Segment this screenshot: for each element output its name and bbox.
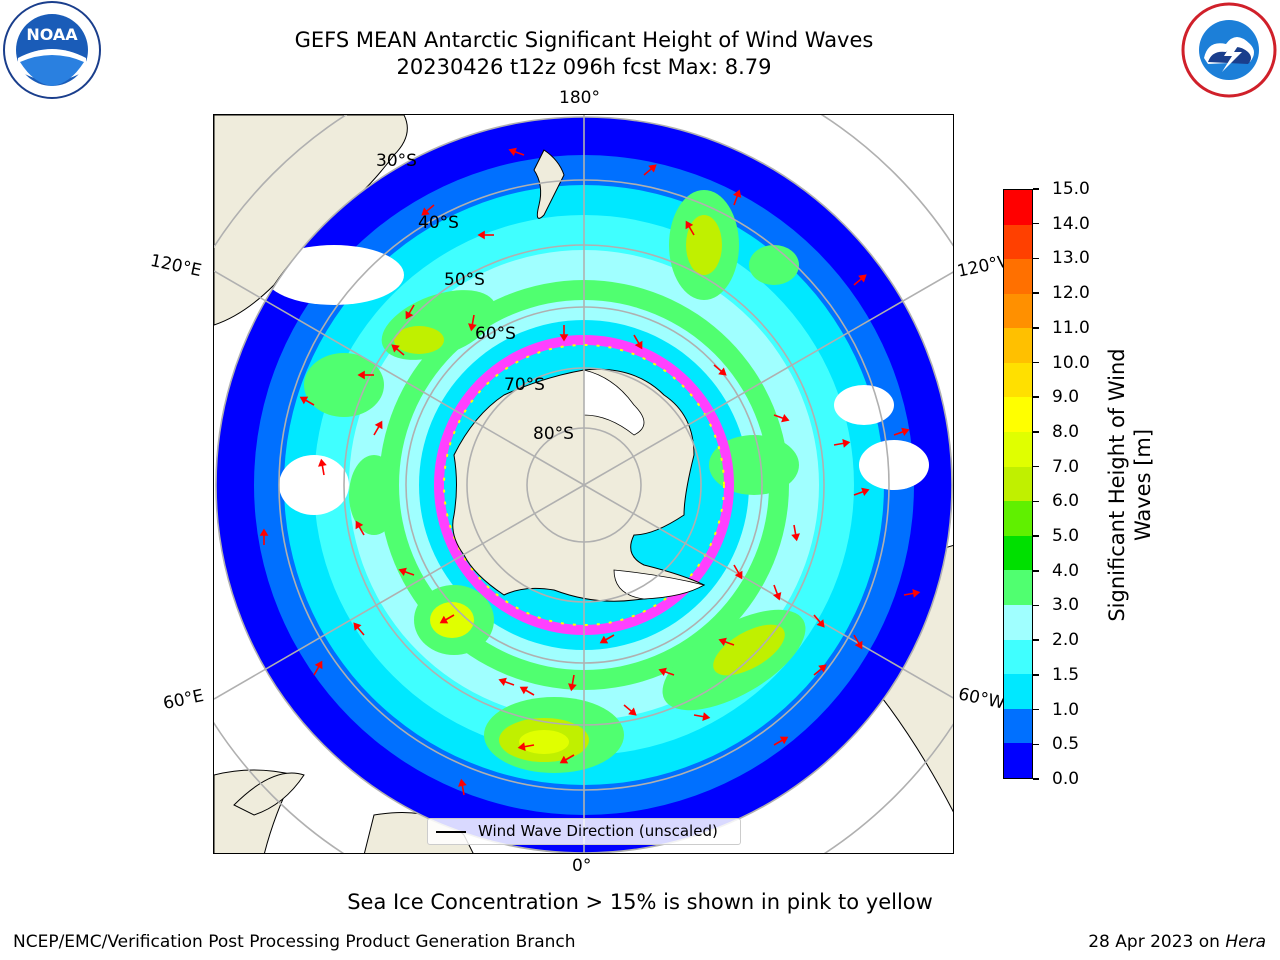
- colorbar-segment: [1004, 535, 1032, 571]
- chart-subtitle: 20230426 t12z 096h fcst Max: 8.79: [396, 55, 772, 79]
- lat-label-60s: 60°S: [475, 324, 516, 344]
- colorbar-tick-label: 15.0: [1052, 179, 1090, 199]
- colorbar-segment: [1004, 639, 1032, 675]
- colorbar-tick: [1033, 465, 1039, 468]
- colorbar-tick-label: 14.0: [1052, 213, 1090, 234]
- colorbar-tick: [1033, 778, 1039, 780]
- colorbar-tick-label: 13.0: [1052, 248, 1090, 269]
- colorbar-segment: [1004, 570, 1032, 606]
- colorbar-tick: [1033, 222, 1039, 225]
- colorbar-tick: [1033, 500, 1039, 503]
- noaa-logo-text: NOAA: [26, 25, 78, 44]
- lon-label-0: 0°: [572, 856, 592, 876]
- colorbar-tick: [1033, 361, 1039, 364]
- colorbar-tick-label: 0.0: [1052, 769, 1080, 789]
- colorbar-tick: [1033, 188, 1039, 190]
- colorbar-tick-label: 5.0: [1052, 526, 1080, 547]
- colorbar-tick-label: 10.0: [1052, 352, 1090, 373]
- colorbar-tick-label: 7.0: [1052, 456, 1080, 477]
- nws-logo: [1181, 2, 1277, 98]
- colorbar-segment: [1004, 708, 1032, 744]
- colorbar-segment: [1004, 501, 1032, 536]
- legend-label: Wind Wave Direction (unscaled): [478, 822, 718, 840]
- colorbar-tick: [1033, 535, 1039, 537]
- colorbar-tick: [1033, 639, 1039, 641]
- colorbar-segment: [1004, 605, 1032, 640]
- colorbar-tick: [1033, 257, 1039, 260]
- colorbar-tick-label: 6.0: [1052, 491, 1080, 512]
- colorbar-tick: [1033, 674, 1039, 676]
- colorbar-segment: [1004, 743, 1032, 778]
- colorbar-tick-label: 9.0: [1052, 387, 1080, 408]
- sea-ice-note: Sea Ice Concentration > 15% is shown in …: [347, 890, 933, 914]
- colorbar-tick: [1033, 708, 1039, 711]
- colorbar-tick-label: 11.0: [1052, 317, 1090, 338]
- colorbar-tick: [1033, 743, 1039, 746]
- lon-label-120e: 120°E: [148, 250, 204, 282]
- colorbar-tick-label: 4.0: [1052, 560, 1080, 581]
- colorbar-segment: [1004, 466, 1032, 502]
- colorbar-title: Significant Height of Wind Waves [m]: [1105, 348, 1155, 622]
- colorbar-tick: [1033, 604, 1039, 607]
- map-panel: [213, 114, 954, 854]
- colorbar-tick: [1033, 431, 1039, 433]
- footer-date: 28 Apr 2023 on Hera: [1088, 932, 1266, 952]
- lon-label-180: 180°: [559, 88, 600, 108]
- colorbar-tick: [1033, 292, 1039, 294]
- map-legend: Wind Wave Direction (unscaled): [427, 818, 741, 845]
- colorbar-tick-label: 1.0: [1052, 699, 1080, 720]
- legend-line: [436, 831, 466, 833]
- lat-label-30s: 30°S: [376, 151, 417, 171]
- colorbar-segment: [1004, 397, 1032, 433]
- colorbar-tick-label: 2.0: [1052, 630, 1080, 651]
- colorbar-segment: [1004, 224, 1032, 260]
- colorbar-tick-label: 0.5: [1052, 734, 1080, 755]
- colorbar-segment: [1004, 362, 1032, 398]
- colorbar-segment: [1004, 259, 1032, 294]
- lat-label-50s: 50°S: [444, 270, 485, 290]
- polar-map: [214, 115, 953, 853]
- lat-label-70s: 70°S: [504, 375, 545, 395]
- lat-label-40s: 40°S: [418, 213, 459, 233]
- graticule: [214, 115, 953, 853]
- colorbar: [1003, 189, 1033, 779]
- wind-wave-arrows: [259, 147, 921, 796]
- lon-label-60e: 60°E: [161, 685, 206, 715]
- colorbar-tick-label: 1.5: [1052, 664, 1080, 685]
- lat-label-80s: 80°S: [533, 424, 574, 444]
- colorbar-segment: [1004, 674, 1032, 709]
- footer-credit: NCEP/EMC/Verification Post Processing Pr…: [13, 932, 576, 952]
- colorbar-segment: [1004, 293, 1032, 329]
- colorbar-tick-label: 12.0: [1052, 283, 1090, 304]
- colorbar-segment: [1004, 190, 1032, 225]
- colorbar-segment: [1004, 432, 1032, 467]
- colorbar-segment: [1004, 328, 1032, 363]
- colorbar-tick-label: 3.0: [1052, 595, 1080, 616]
- noaa-logo: NOAA: [3, 1, 101, 99]
- lon-label-60w: 60°W: [956, 684, 1007, 714]
- chart-title: GEFS MEAN Antarctic Significant Height o…: [294, 28, 874, 52]
- colorbar-tick: [1033, 396, 1039, 398]
- colorbar-tick: [1033, 327, 1039, 329]
- colorbar-tick-label: 8.0: [1052, 421, 1080, 442]
- colorbar-tick: [1033, 570, 1039, 572]
